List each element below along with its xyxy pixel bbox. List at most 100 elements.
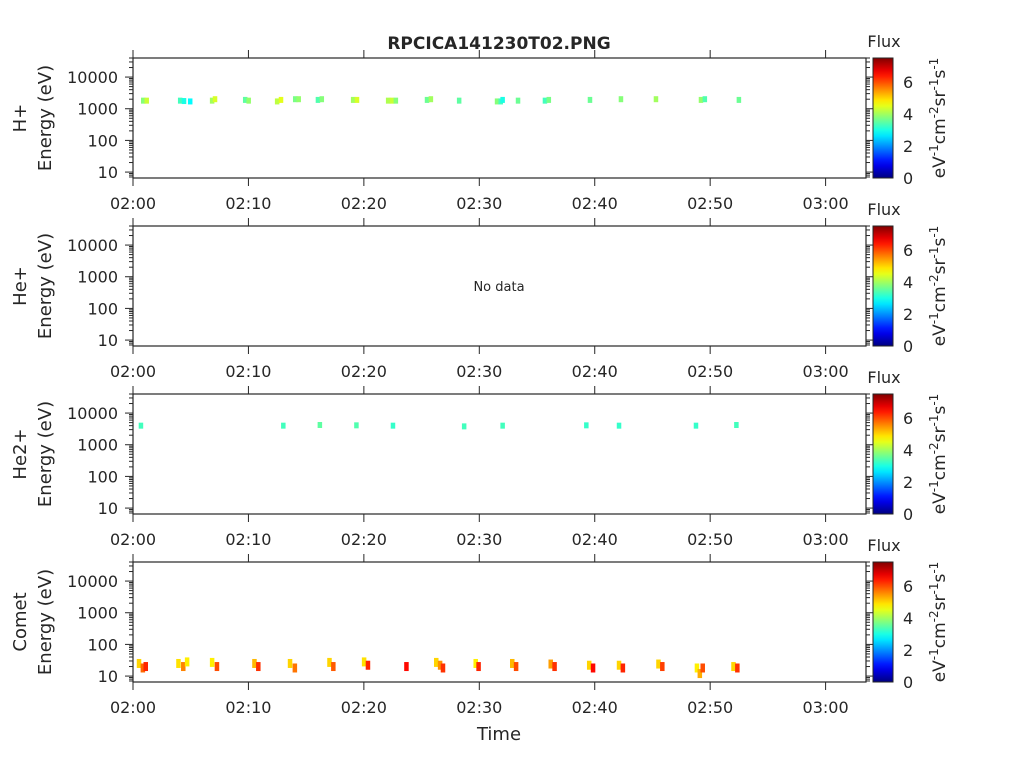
flux-cell <box>656 659 661 669</box>
x-tick-label: 02:10 <box>225 698 271 717</box>
panel-he-plus: 02:00 02:10 02:20 02:30 02:40 02:50 03:00 10 100… <box>10 200 950 381</box>
x-tick-label: 02:30 <box>456 530 502 549</box>
x-tick-label: 02:50 <box>687 698 733 717</box>
x-tick-label: 02:50 <box>687 194 733 213</box>
y-tick-label: 1000 <box>77 268 118 287</box>
flux-cell <box>365 660 371 670</box>
x-tick-label: 02:20 <box>341 530 387 549</box>
y-tick-label: 10 <box>98 667 118 686</box>
colorbar-units-label: eV-1cm-2sr-1s-1 <box>927 562 950 683</box>
flux-cell <box>700 663 705 673</box>
flux-cell <box>274 98 280 105</box>
flux-cell <box>281 422 286 429</box>
flux-cell <box>440 663 446 673</box>
flux-cell <box>390 422 396 429</box>
colorbar <box>872 561 894 683</box>
flux-cell <box>660 662 665 672</box>
y-tick-label: 10 <box>98 163 118 182</box>
flux-cell <box>214 662 220 672</box>
y-tick-label: 10 <box>98 331 118 350</box>
flux-cell <box>494 98 500 105</box>
flux-cell <box>473 658 478 668</box>
flux-cell <box>476 662 481 672</box>
x-tick-label: 03:00 <box>803 194 849 213</box>
flux-cell <box>424 96 430 103</box>
plot-frame <box>132 561 867 683</box>
y-tick-label: 100 <box>87 299 118 318</box>
colorbar-title: Flux <box>867 200 900 219</box>
flux-cell <box>437 660 443 670</box>
colorbar-title: Flux <box>867 368 900 387</box>
flux-cell <box>393 97 399 104</box>
flux-cell <box>327 657 332 667</box>
flux-cell <box>552 662 557 672</box>
flux-cell <box>209 657 215 667</box>
flux-cell <box>350 96 356 103</box>
y-tick-label: 1000 <box>77 604 118 623</box>
x-tick-label: 03:00 <box>803 362 849 381</box>
x-tick-label: 02:50 <box>687 530 733 549</box>
flux-cell <box>542 97 548 104</box>
colorbar-tick-label: 4 <box>903 441 913 460</box>
colorbar-tick-label: 0 <box>903 505 913 524</box>
flux-cell <box>548 659 553 669</box>
colorbar-tick-label: 2 <box>903 473 913 492</box>
flux-cell <box>434 657 439 667</box>
species-label: H+ <box>10 104 31 133</box>
colorbar-tick-label: 0 <box>903 337 913 356</box>
flux-cell <box>317 421 323 428</box>
colorbar-tick-label: 0 <box>903 169 913 188</box>
flux-cell <box>361 657 367 667</box>
flux-cell <box>246 97 251 104</box>
flux-cell <box>212 96 218 103</box>
flux-cell <box>590 663 596 673</box>
y-axis-label: Energy (eV) <box>35 401 56 507</box>
x-tick-label: 02:40 <box>572 362 618 381</box>
y-tick-label: 10000 <box>67 236 118 255</box>
flux-cell <box>500 422 505 429</box>
colorbar <box>872 57 894 179</box>
flux-cell <box>287 658 293 668</box>
x-tick-label: 02:20 <box>341 362 387 381</box>
x-tick-label: 02:40 <box>572 698 618 717</box>
flux-cell <box>461 423 467 430</box>
flux-cell <box>354 422 359 429</box>
flux-cell <box>242 96 248 103</box>
x-tick-label: 02:40 <box>572 530 618 549</box>
flux-cell <box>697 669 703 679</box>
panel-h-plus: 02:00 02:10 02:20 02:30 02:40 02:50 03:00 10 100… <box>10 32 950 213</box>
y-tick-label: 10 <box>98 499 118 518</box>
flux-cell <box>694 663 700 673</box>
species-label: Comet <box>10 592 31 651</box>
flux-cell <box>584 422 589 429</box>
x-tick-label: 02:20 <box>341 698 387 717</box>
colorbar-units-label: eV-1cm-2sr-1s-1 <box>927 58 950 179</box>
flux-cell <box>510 658 515 668</box>
colorbar-units-label: eV-1cm-2sr-1s-1 <box>927 226 950 347</box>
colorbar-tick-label: 2 <box>903 137 913 156</box>
flux-cell <box>319 96 325 103</box>
no-data-label: No data <box>473 280 524 295</box>
flux-cell <box>184 657 190 667</box>
x-tick-label: 02:10 <box>225 362 271 381</box>
colorbar-tick-label: 6 <box>903 241 913 260</box>
x-tick-label: 02:50 <box>687 362 733 381</box>
flux-cell <box>389 97 395 104</box>
colorbar-tick-label: 6 <box>903 577 913 596</box>
colorbar-title: Flux <box>867 536 900 555</box>
flux-cell <box>144 97 149 104</box>
flux-cell <box>698 96 704 103</box>
y-tick-label: 10000 <box>67 68 118 87</box>
y-tick-label: 100 <box>87 131 118 150</box>
flux-cell <box>292 96 298 103</box>
y-axis-label: Energy (eV) <box>35 569 56 675</box>
panel-he2-plus: 02:00 02:10 02:20 02:30 02:40 02:50 03:00 10 100… <box>10 368 950 549</box>
flux-cell <box>181 662 186 672</box>
flux-cell <box>141 97 146 104</box>
flux-cell <box>735 663 740 673</box>
y-tick-label: 100 <box>87 467 118 486</box>
flux-cell <box>618 96 624 103</box>
species-label: He+ <box>10 266 31 306</box>
colorbar-tick-label: 2 <box>903 305 913 324</box>
